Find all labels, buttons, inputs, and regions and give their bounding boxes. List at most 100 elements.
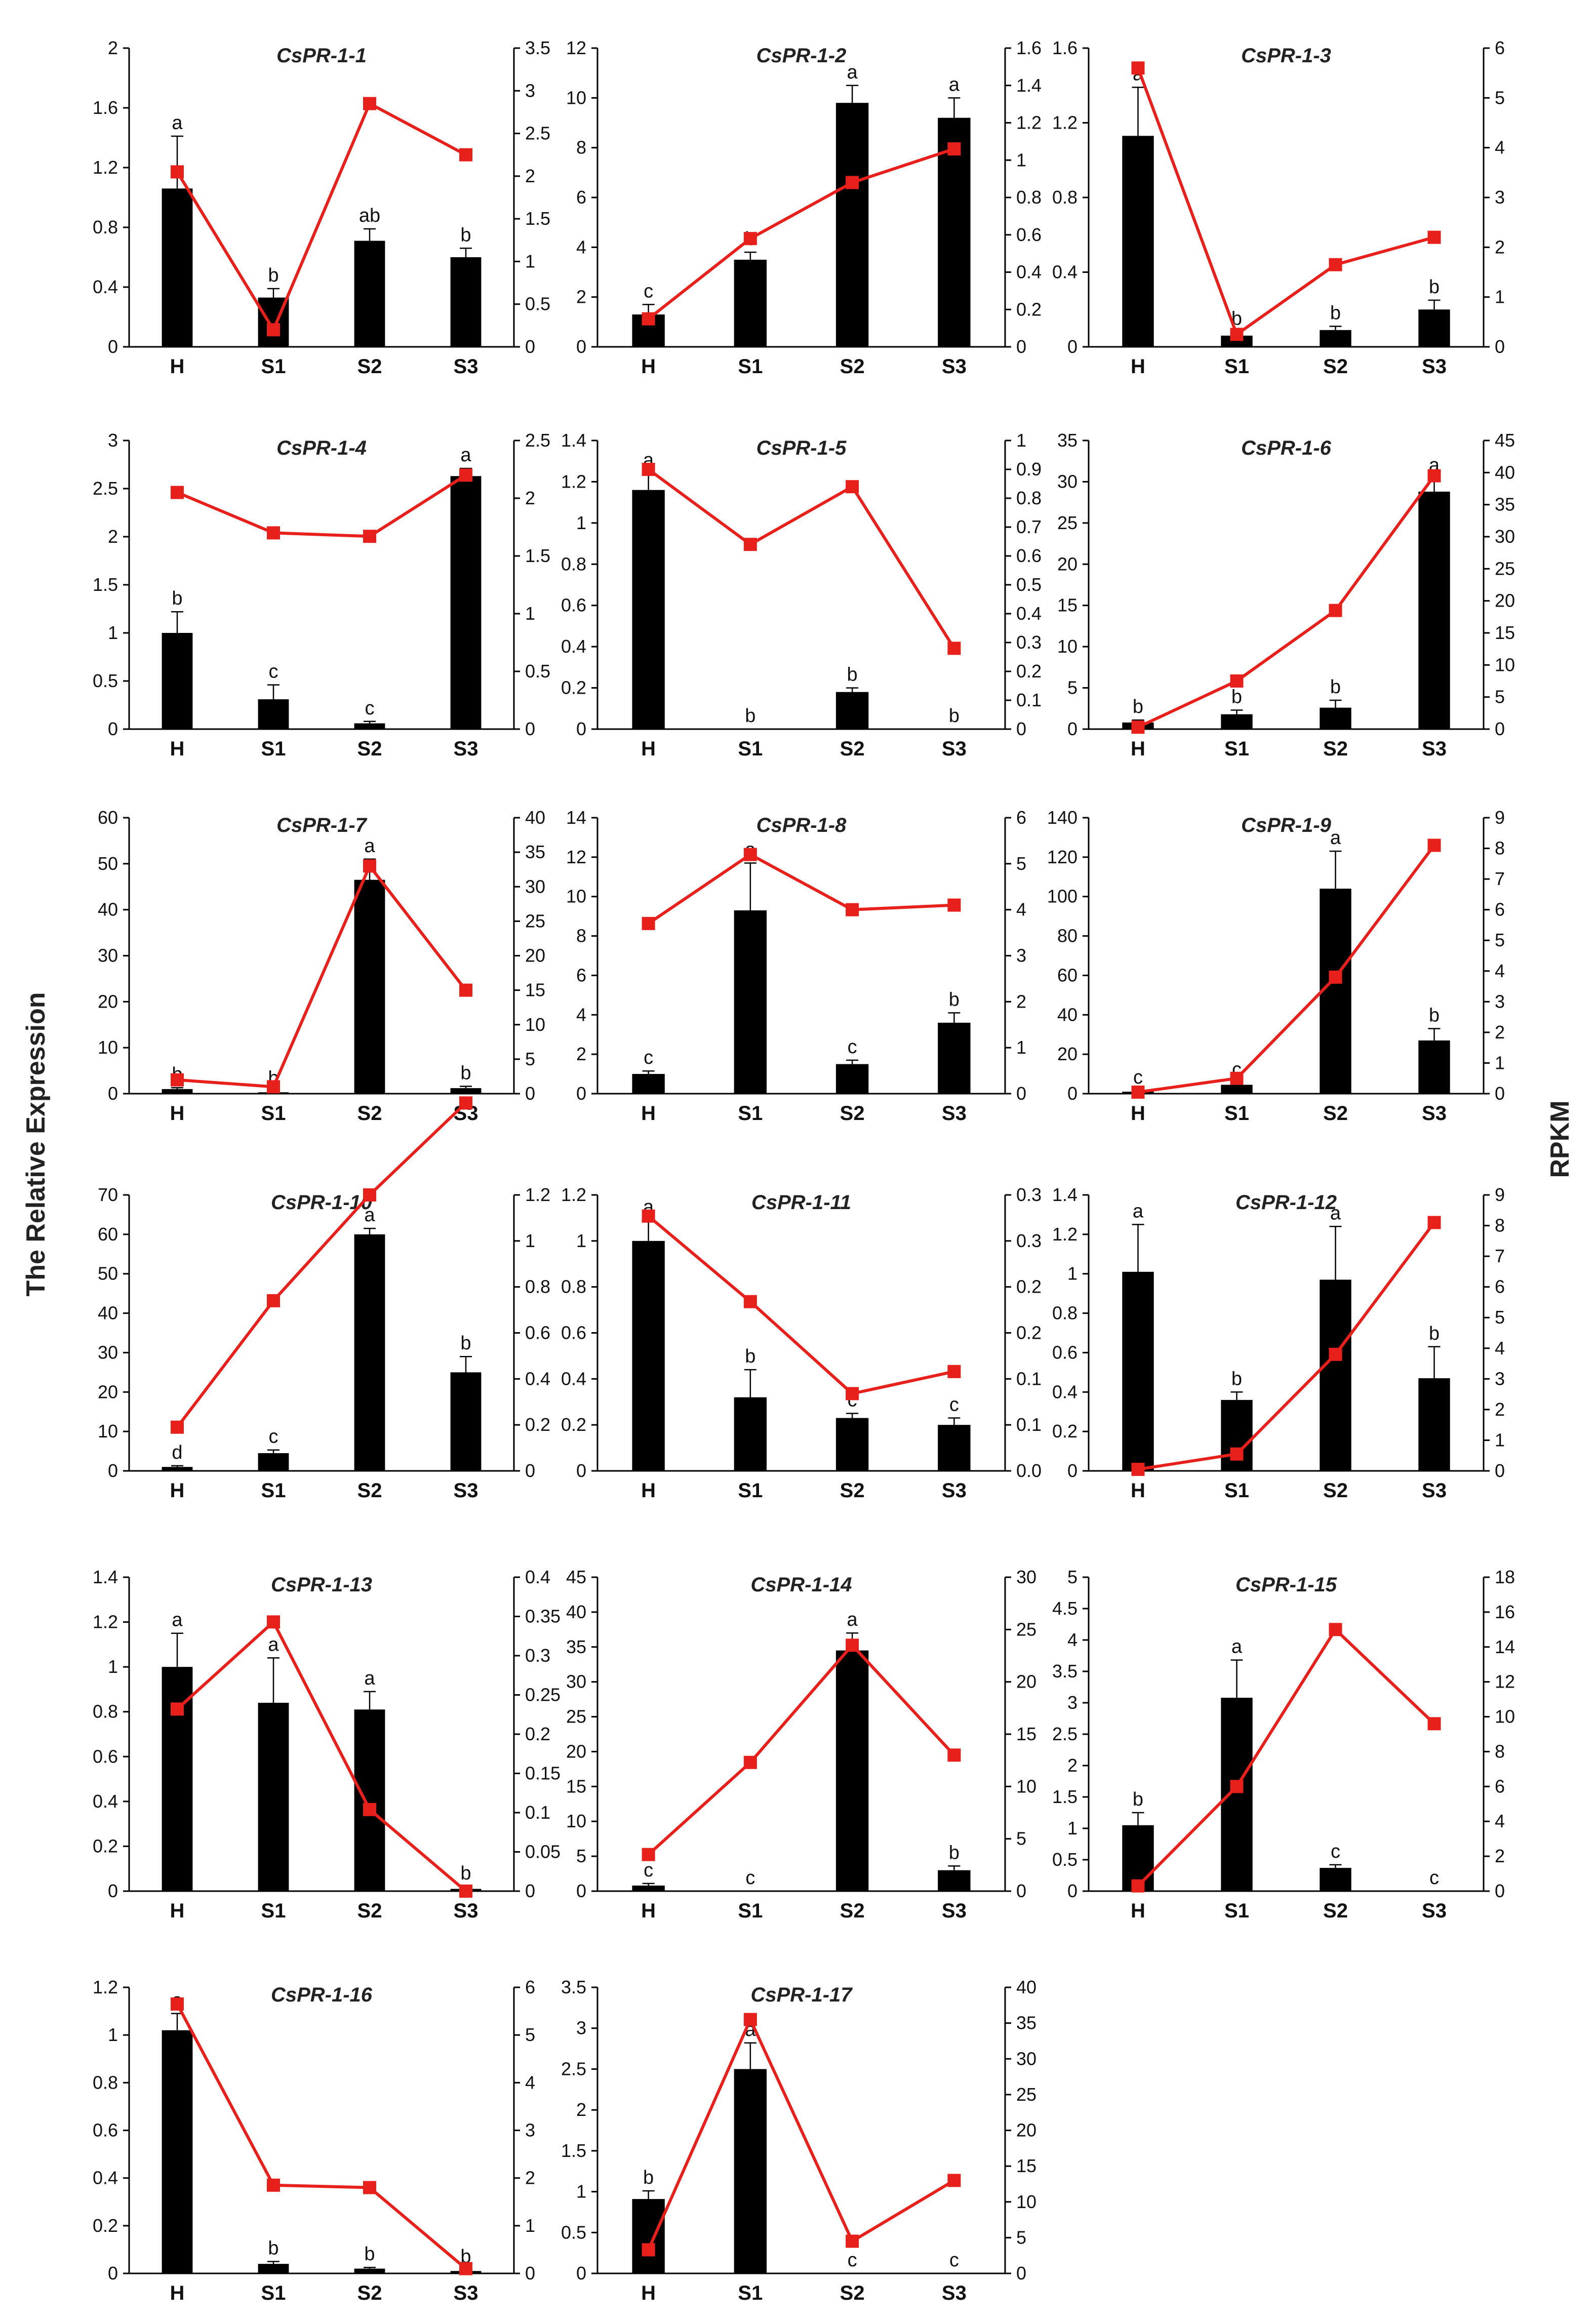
right-tick-label: 0: [1495, 1083, 1505, 1104]
panel-title: CsPR-1-6: [1241, 437, 1332, 459]
left-tick-label: 0.6: [561, 1323, 586, 1343]
right-tick-label: 20: [1016, 2120, 1036, 2141]
left-tick-label: 35: [566, 1636, 586, 1657]
right-tick-label: 2: [525, 2168, 535, 2188]
category-label: S3: [1422, 1479, 1447, 1502]
right-tick-label: 3.5: [525, 37, 550, 58]
right-tick-label: 6: [1495, 1776, 1505, 1796]
left-tick-label: 40: [98, 1303, 118, 1324]
left-tick-label: 40: [1057, 1004, 1078, 1025]
right-tick-label: 14: [1495, 1636, 1515, 1657]
panel-title: CsPR-1-12: [1235, 1191, 1337, 1214]
left-tick-label: 0.5: [1052, 1849, 1078, 1870]
category-label: S2: [840, 1479, 865, 1502]
right-tick-label: 1.2: [525, 1184, 550, 1205]
right-tick-label: 15: [1016, 2155, 1036, 2176]
panel-title: CsPR-1-3: [1241, 45, 1331, 67]
category-label: S3: [942, 355, 967, 378]
significance-label: a: [1231, 1636, 1243, 1658]
bar: [1221, 335, 1253, 347]
rpkm-marker: [363, 530, 376, 543]
left-tick-label: 2: [576, 1044, 586, 1064]
right-tick-label: 20: [525, 945, 545, 966]
panel-1: CsPR-1-1 0 0.4 0.8 1.2 1.6 2 0 0.5 1 1.5 2 2.5 3 3.5 a H…: [93, 37, 550, 378]
category-label: S3: [942, 1900, 967, 1922]
right-tick-label: 10: [1495, 1706, 1515, 1727]
category-label: S1: [738, 355, 763, 378]
category-label: S2: [840, 1102, 865, 1125]
panel-title: CsPR-1-11: [751, 1191, 851, 1214]
left-tick-label: 1.5: [561, 2140, 586, 2161]
left-tick-label: 2.5: [93, 478, 118, 499]
category-label: S3: [454, 738, 478, 760]
rpkm-marker: [1131, 1462, 1145, 1476]
bar: [632, 490, 665, 729]
right-tick-label: 1: [1016, 430, 1026, 451]
rpkm-marker: [171, 1997, 184, 2011]
significance-label: b: [364, 2244, 375, 2265]
rpkm-line: [176, 1619, 467, 1893]
right-tick-label: 2: [525, 488, 535, 508]
rpkm-marker: [459, 1885, 472, 1898]
left-tick-label: 1.5: [1052, 1786, 1078, 1807]
right-tick-label: 2: [1495, 1022, 1505, 1043]
right-tick-label: 0.9: [1016, 459, 1042, 479]
left-tick-label: 0.2: [1052, 1421, 1078, 1442]
rpkm-marker: [267, 526, 280, 540]
rpkm-marker: [459, 2262, 472, 2275]
bar: [1320, 1868, 1351, 1891]
rpkm-marker: [743, 848, 757, 861]
right-tick-label: 3: [525, 2120, 535, 2141]
right-tick-label: 5: [1016, 2227, 1026, 2248]
right-tick-label: 0.3: [1016, 632, 1042, 653]
rpkm-marker: [267, 323, 280, 337]
left-tick-label: 5: [1067, 1567, 1078, 1587]
right-tick-label: 0: [1495, 1460, 1505, 1481]
left-tick-label: 3: [108, 430, 118, 451]
rpkm-line: [1138, 844, 1435, 1094]
right-tick-label: 3: [1495, 1368, 1505, 1389]
right-tick-label: 0.2: [1016, 1323, 1042, 1343]
right-tick-label: 18: [1495, 1567, 1515, 1587]
left-tick-label: 2: [576, 287, 586, 307]
left-tick-label: 0: [108, 1083, 118, 1104]
rpkm-line: [647, 147, 955, 321]
category-label: S3: [454, 355, 478, 378]
right-tick-label: 1: [525, 251, 535, 271]
rpkm-marker: [171, 486, 184, 499]
rpkm-marker: [947, 1748, 961, 1762]
significance-label: b: [949, 1842, 960, 1863]
bar: [632, 1885, 665, 1891]
rpkm-marker: [947, 642, 961, 655]
significance-label: c: [644, 281, 653, 302]
left-tick-label: 12: [566, 37, 586, 58]
significance-label: b: [745, 1346, 755, 1367]
right-tick-label: 35: [1495, 494, 1515, 515]
rpkm-marker: [1427, 1216, 1441, 1229]
rpkm-line: [176, 2003, 467, 2270]
category-label: S1: [261, 1900, 286, 1922]
left-tick-label: 15: [1057, 595, 1078, 616]
panel-title: CsPR-1-9: [1241, 814, 1332, 836]
significance-label: c: [1429, 1867, 1439, 1889]
category-label: S1: [738, 1479, 763, 1502]
rpkm-marker: [1131, 721, 1145, 734]
bar: [1221, 1085, 1253, 1094]
rpkm-marker: [171, 165, 184, 179]
significance-label: a: [364, 1668, 375, 1689]
left-tick-label: 1: [576, 1230, 586, 1251]
significance-label: c: [949, 1394, 959, 1416]
panel-9: CsPR-1-90204060801001201400123456789cHcS…: [1047, 807, 1505, 1125]
left-tick-label: 0: [1067, 1083, 1078, 1104]
left-tick-label: 0: [108, 1460, 118, 1481]
right-tick-label: 1: [525, 2215, 535, 2236]
significance-label: a: [268, 1634, 279, 1655]
panel-title: CsPR-1-7: [276, 814, 368, 836]
rpkm-marker: [363, 1803, 376, 1816]
significance-label: b: [460, 224, 471, 246]
right-tick-label: 0.5: [525, 294, 550, 314]
category-label: S1: [1224, 1102, 1249, 1125]
right-tick-label: 30: [525, 876, 545, 897]
significance-label: b: [949, 705, 960, 727]
left-tick-label: 1.4: [561, 430, 586, 451]
